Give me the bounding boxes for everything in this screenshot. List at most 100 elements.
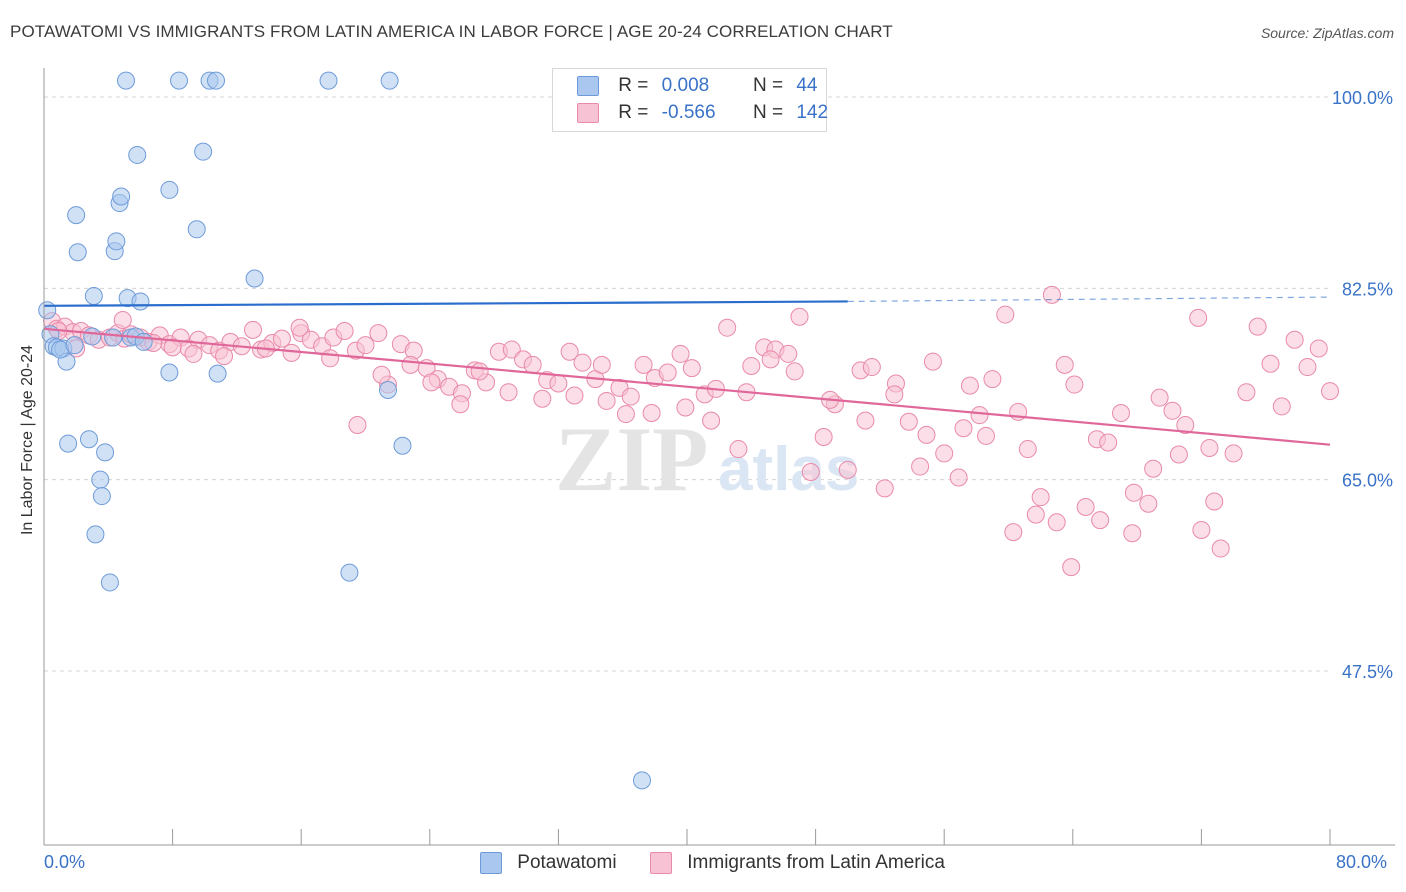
latin-america-point: [1065, 375, 1084, 394]
latin-america-point: [983, 370, 1002, 389]
latin-america-point: [976, 426, 995, 445]
potawatomi-point: [194, 142, 213, 161]
potawatomi-point: [170, 71, 189, 90]
potawatomi-point: [131, 292, 150, 311]
latin-america-point: [1062, 558, 1081, 577]
latin-america-point: [1176, 416, 1195, 434]
potawatomi-point: [340, 563, 359, 582]
stats-legend-row-latin-america: R = -0.566 N = 142: [577, 102, 828, 124]
n-value: 142: [796, 102, 829, 123]
potawatomi-point: [96, 443, 115, 462]
legend-label: Immigrants from Latin America: [687, 852, 945, 874]
latin-america-point: [1026, 505, 1045, 524]
latin-america-legend-icon: [650, 852, 672, 874]
latin-america-point: [243, 320, 262, 339]
latin-america-point: [422, 373, 441, 392]
latin-america-point: [348, 416, 367, 434]
potawatomi-point: [112, 187, 131, 206]
r-label: R =: [618, 102, 649, 123]
potawatomi-point: [80, 430, 99, 449]
r-value: 0.008: [661, 75, 710, 96]
potawatomi-point: [208, 364, 227, 383]
latin-america-point: [272, 329, 291, 348]
potawatomi-point: [393, 436, 412, 455]
latin-america-point: [470, 362, 489, 381]
latin-america-point: [1309, 339, 1328, 358]
stats-legend-row-potawatomi: R = 0.008 N = 44: [577, 75, 817, 97]
latin-america-point: [761, 350, 780, 369]
latin-america-point: [785, 362, 804, 381]
latin-america-point: [935, 444, 954, 463]
latin-america-point: [676, 398, 695, 417]
latin-america-point: [499, 383, 518, 402]
n-label: N =: [752, 102, 784, 123]
latin-america-point: [917, 425, 936, 444]
latin-america-point: [1031, 488, 1050, 507]
latin-america-point: [321, 349, 340, 368]
potawatomi-point: [207, 71, 226, 90]
latin-america-point: [1123, 524, 1142, 543]
latin-america-trend-line: [43, 327, 1331, 446]
latin-america-point: [616, 405, 635, 424]
chart-source: Source: ZipAtlas.com: [1260, 25, 1394, 41]
potawatomi-legend-icon: [480, 852, 502, 874]
latin-america-point: [814, 428, 833, 447]
latin-america-point: [954, 419, 973, 438]
latin-america-point: [215, 347, 234, 366]
latin-america-point: [372, 365, 391, 384]
latin-america-point: [523, 355, 542, 374]
potawatomi-point: [107, 232, 126, 251]
potawatomi-point: [632, 771, 651, 790]
potawatomi-point: [84, 286, 103, 305]
latin-america-point: [1285, 330, 1304, 349]
legend-item-potawatomi: Potawatomi: [480, 852, 617, 876]
latin-america-point: [549, 374, 568, 393]
latin-america-point: [642, 403, 661, 422]
latin-america-point: [597, 391, 616, 410]
latin-america-point: [1004, 523, 1023, 542]
latin-america-point: [658, 363, 677, 382]
r-label: R =: [618, 75, 649, 96]
latin-america-point: [335, 321, 354, 340]
latin-america-point: [401, 355, 420, 374]
potawatomi-point: [67, 206, 86, 225]
y-axis-label-wrap: In Labor Force | Age 20-24: [16, 160, 40, 720]
latin-america-point: [1018, 440, 1037, 459]
potawatomi-point: [380, 71, 399, 90]
y-axis-label: In Labor Force | Age 20-24: [19, 344, 36, 536]
latin-america-point: [1211, 539, 1230, 558]
latin-america-point: [1163, 401, 1182, 420]
latin-america-point: [911, 457, 930, 476]
latin-america-point: [621, 387, 640, 406]
potawatomi-point: [116, 71, 135, 90]
latin-america-point: [856, 411, 875, 430]
latin-america-point: [949, 468, 968, 487]
axes: 100.0% 82.5% 65.0% 47.5%: [43, 68, 1395, 846]
latin-america-point: [1150, 388, 1169, 407]
latin-america-point: [1055, 355, 1074, 374]
latin-america-point: [875, 479, 894, 498]
latin-america-swatch-icon: [577, 102, 599, 123]
latin-america-point: [718, 318, 737, 337]
latin-america-point: [970, 406, 989, 425]
potawatomi-point: [379, 381, 398, 400]
latin-america-point: [838, 460, 857, 479]
latin-america-point: [1205, 492, 1224, 511]
latin-america-point: [592, 355, 611, 374]
latin-america-point: [560, 342, 579, 361]
potawatomi-point: [104, 328, 123, 347]
latin-america-point: [1112, 403, 1131, 422]
potawatomi-point: [187, 220, 206, 239]
potawatomi-trend-extension: [847, 296, 1331, 303]
latin-america-point: [1099, 433, 1118, 452]
legend-item-latin-america: Immigrants from Latin America: [650, 852, 945, 876]
latin-america-point: [742, 356, 761, 375]
latin-america-point: [671, 344, 690, 363]
latin-america-point: [282, 343, 301, 362]
n-value: 44: [796, 75, 818, 96]
potawatomi-point: [68, 243, 87, 262]
potawatomi-point: [59, 434, 78, 453]
latin-america-point: [634, 355, 653, 374]
grid-lines: [44, 96, 1330, 672]
potawatomi-point: [319, 71, 338, 90]
